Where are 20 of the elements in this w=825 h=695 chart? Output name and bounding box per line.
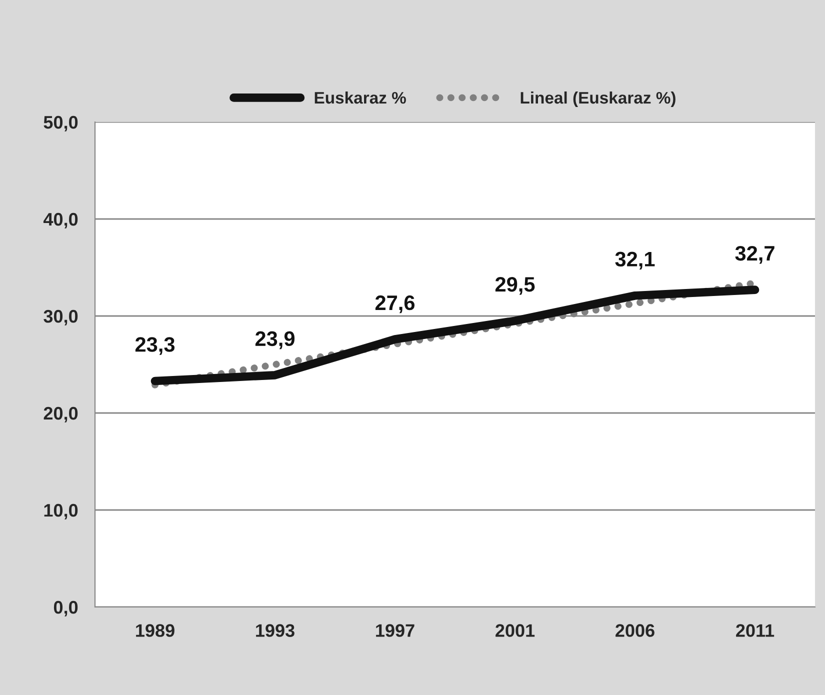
legend-label: Euskaraz %	[314, 91, 406, 104]
x-tick-label: 2011	[736, 624, 774, 637]
y-tick-label: 20,0	[44, 406, 78, 422]
x-tick-label: 2006	[616, 624, 654, 637]
x-tick-label: 2001	[496, 624, 535, 637]
data-label: 23,3	[135, 337, 175, 355]
data-label: 23,9	[255, 331, 295, 350]
y-tick-label: 40,0	[43, 212, 78, 228]
data-label: 29,5	[495, 276, 535, 295]
y-tick-label: 50,0	[44, 116, 78, 132]
y-tick-label: 0,0	[54, 600, 78, 616]
x-tick-label: 1989	[136, 624, 174, 637]
y-tick-label: 30,0	[44, 310, 78, 326]
data-label: 32,1	[615, 252, 655, 270]
data-label: 27,6	[375, 295, 415, 314]
x-tick-label: 1993	[256, 624, 294, 637]
x-tick-label: 1997	[376, 624, 414, 637]
y-tick-label: 10,0	[44, 504, 78, 520]
data-label: 32,7	[735, 246, 774, 264]
legend-label: Lineal (Euskaraz %)	[520, 91, 676, 107]
